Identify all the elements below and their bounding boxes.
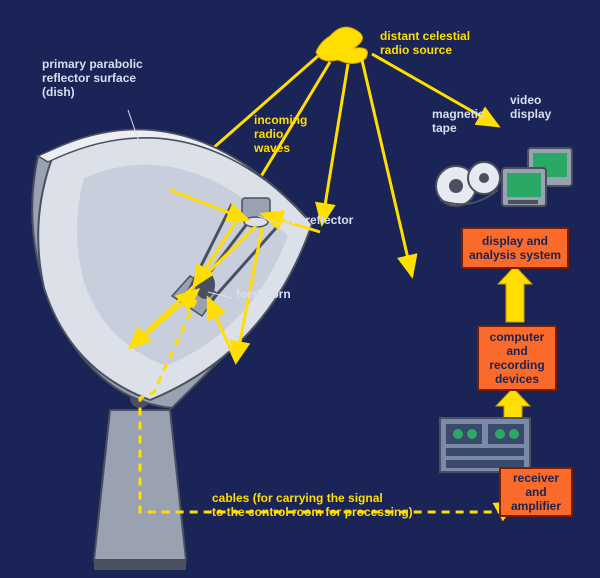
receiver-equipment-icon (440, 418, 530, 472)
label-video: video display (510, 94, 551, 122)
label-subreflector: subreflector (284, 214, 353, 228)
label-source: distant celestial radio source (380, 30, 470, 58)
label-dish: primary parabolic reflector surface (dis… (42, 58, 143, 99)
box-computer-recording: computer and recording devices (478, 326, 556, 390)
label-feedhorn: feed horn (236, 288, 291, 302)
label-cables: cables (for carrying the signal to the c… (212, 492, 413, 520)
box-receiver-amplifier: receiver and amplifier (500, 468, 572, 516)
box-display-analysis: display and analysis system (462, 228, 568, 268)
diagram-canvas: distant celestial radio source primary p… (0, 0, 600, 578)
label-tape: magnetic tape (432, 108, 485, 136)
label-waves: incoming radio waves (254, 114, 307, 155)
